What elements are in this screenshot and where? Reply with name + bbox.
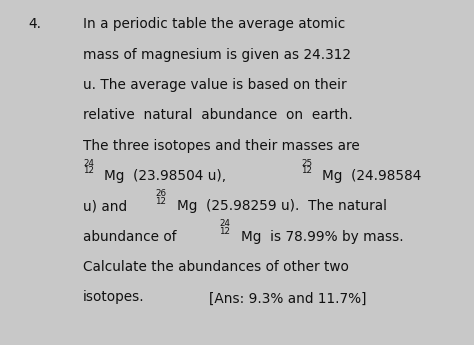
Text: Calculate the abundances of other two: Calculate the abundances of other two xyxy=(83,260,349,274)
Text: u) and: u) and xyxy=(83,199,131,214)
Text: Mg  (25.98259 u).  The natural: Mg (25.98259 u). The natural xyxy=(177,199,387,214)
Text: 24: 24 xyxy=(83,159,94,168)
Text: 12: 12 xyxy=(219,227,230,236)
Text: Mg  (23.98504 u),: Mg (23.98504 u), xyxy=(104,169,227,183)
Text: u. The average value is based on their: u. The average value is based on their xyxy=(83,78,346,92)
Text: The three isotopes and their masses are: The three isotopes and their masses are xyxy=(83,139,360,153)
Text: 12: 12 xyxy=(83,166,94,175)
Text: isotopes.: isotopes. xyxy=(83,290,145,305)
Text: 24: 24 xyxy=(219,219,230,228)
Text: 12: 12 xyxy=(155,197,166,206)
Text: Mg  (24.98584: Mg (24.98584 xyxy=(322,169,422,183)
Text: abundance of: abundance of xyxy=(83,230,181,244)
Text: mass of magnesium is given as 24.312: mass of magnesium is given as 24.312 xyxy=(83,48,351,62)
Text: 25: 25 xyxy=(301,159,312,168)
Text: Mg  is 78.99% by mass.: Mg is 78.99% by mass. xyxy=(241,230,403,244)
Text: 4.: 4. xyxy=(28,17,41,31)
Text: 12: 12 xyxy=(301,166,312,175)
Text: In a periodic table the average atomic: In a periodic table the average atomic xyxy=(83,17,345,31)
Text: relative  natural  abundance  on  earth.: relative natural abundance on earth. xyxy=(83,108,353,122)
Text: 26: 26 xyxy=(155,189,166,198)
Text: [Ans: 9.3% and 11.7%]: [Ans: 9.3% and 11.7%] xyxy=(209,292,366,306)
